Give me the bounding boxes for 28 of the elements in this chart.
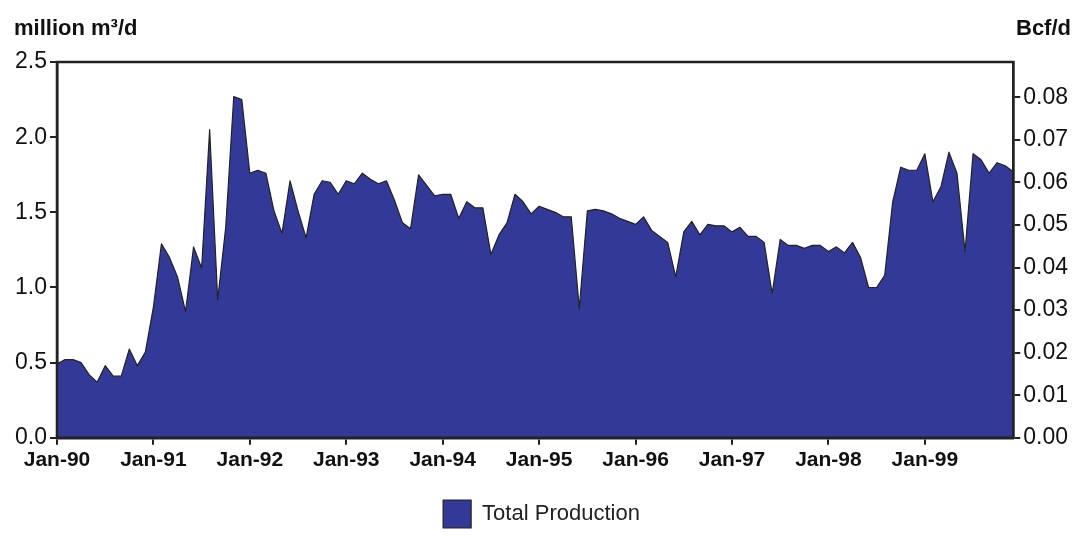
y-tick-label: 2.5 <box>14 47 47 74</box>
y2-tick-label: 0.07 <box>1023 125 1068 152</box>
y-axis-title: million m³/d <box>14 15 138 41</box>
x-tick-label: Jan-98 <box>795 447 862 471</box>
y2-tick-label: 0.05 <box>1023 210 1068 237</box>
x-tick-label: Jan-90 <box>23 447 91 471</box>
y2-axis-title: Bcf/d <box>1016 15 1071 41</box>
y-tick-label: 0.0 <box>14 423 47 450</box>
y2-tick-label: 0.03 <box>1023 295 1068 322</box>
y2-tick-label: 0.00 <box>1023 423 1068 450</box>
y2-tick-label: 0.01 <box>1023 380 1068 407</box>
x-tick-label: Jan-97 <box>698 447 766 471</box>
x-tick-label: Jan-92 <box>216 447 284 471</box>
x-tick-label: Jan-94 <box>409 447 477 471</box>
x-tick-label: Jan-99 <box>891 447 959 471</box>
y-tick-label: 1.5 <box>14 197 47 224</box>
x-tick-label: Jan-93 <box>312 447 380 471</box>
y-tick-label: 0.5 <box>14 347 47 374</box>
y2-tick-label: 0.06 <box>1023 167 1068 194</box>
y2-tick-label: 0.02 <box>1023 338 1068 365</box>
y-tick-label: 2.0 <box>14 122 47 149</box>
y2-tick-label: 0.04 <box>1023 252 1069 279</box>
x-tick-label: Jan-95 <box>505 447 573 471</box>
y-tick-label: 1.0 <box>14 272 47 299</box>
x-tick-label: Jan-96 <box>602 447 669 471</box>
x-tick-label: Jan-91 <box>120 447 187 471</box>
y2-tick-label: 0.08 <box>1023 82 1068 109</box>
legend-label: Total Production <box>482 500 640 526</box>
